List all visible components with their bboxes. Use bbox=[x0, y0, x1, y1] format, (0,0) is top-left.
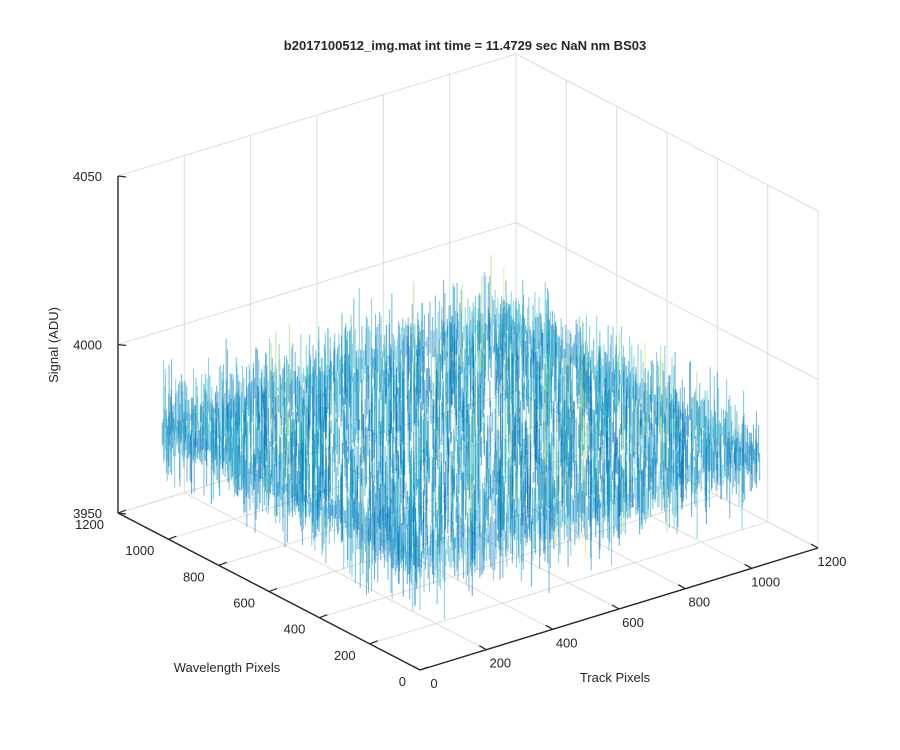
y-axis-label: Wavelength Pixels bbox=[174, 660, 281, 675]
grid-line-back-z bbox=[117, 222, 517, 345]
grid-line-floor-y bbox=[369, 521, 768, 645]
x-tick-label: 800 bbox=[688, 595, 710, 610]
y-tick-label: 200 bbox=[334, 648, 356, 663]
x-tick-label: 400 bbox=[556, 635, 578, 650]
z-tick bbox=[117, 343, 127, 347]
y-tick bbox=[419, 666, 429, 671]
x-tick-label: 200 bbox=[489, 656, 511, 671]
y-tick bbox=[268, 587, 278, 593]
x-tick bbox=[412, 665, 421, 671]
x-tick bbox=[744, 563, 752, 569]
y-tick-label: 1000 bbox=[125, 543, 154, 558]
y-tick-label: 600 bbox=[233, 596, 255, 611]
z-tick-label: 4000 bbox=[73, 338, 102, 353]
z-tick bbox=[117, 175, 127, 178]
x-tick-label: 0 bbox=[430, 676, 437, 691]
y-tick bbox=[218, 561, 227, 566]
grid-line-back-z bbox=[117, 53, 517, 177]
z-tick bbox=[117, 512, 127, 515]
z-tick-label: 4050 bbox=[73, 169, 102, 184]
z-axis-label: Signal (ADU) bbox=[46, 307, 61, 383]
x-tick-label: 1000 bbox=[751, 574, 780, 589]
x-axis-label: Track Pixels bbox=[580, 670, 651, 685]
x-tick bbox=[810, 543, 819, 549]
y-tick-label: 400 bbox=[284, 622, 306, 637]
x-tick bbox=[545, 624, 553, 630]
grid-line-floor-y bbox=[168, 416, 567, 540]
x-tick bbox=[611, 604, 620, 610]
x-tick-label: 600 bbox=[622, 615, 644, 630]
y-tick-label: 1200 bbox=[75, 517, 104, 532]
surface-plot bbox=[161, 254, 761, 620]
axes bbox=[117, 175, 819, 671]
tick-labels: 0 200 400 600 800 1000 1200 0 200 400 600 800 1000 12… bbox=[73, 169, 846, 691]
y-tick bbox=[369, 640, 378, 645]
y-tick bbox=[319, 614, 328, 619]
z-tick-label: 3950 bbox=[73, 506, 102, 521]
grid-line-side-z bbox=[515, 53, 819, 212]
y-tick bbox=[117, 509, 127, 514]
x-tick bbox=[479, 645, 487, 651]
x-tick bbox=[678, 584, 686, 590]
grid-line-side-z bbox=[515, 222, 819, 380]
chart-title: b2017100512_img.mat int time = 11.4729 s… bbox=[284, 38, 646, 53]
y-tick bbox=[168, 535, 177, 540]
x-tick-label: 1200 bbox=[818, 554, 847, 569]
y-tick-label: 800 bbox=[183, 569, 205, 584]
y-tick-label: 0 bbox=[399, 674, 406, 689]
